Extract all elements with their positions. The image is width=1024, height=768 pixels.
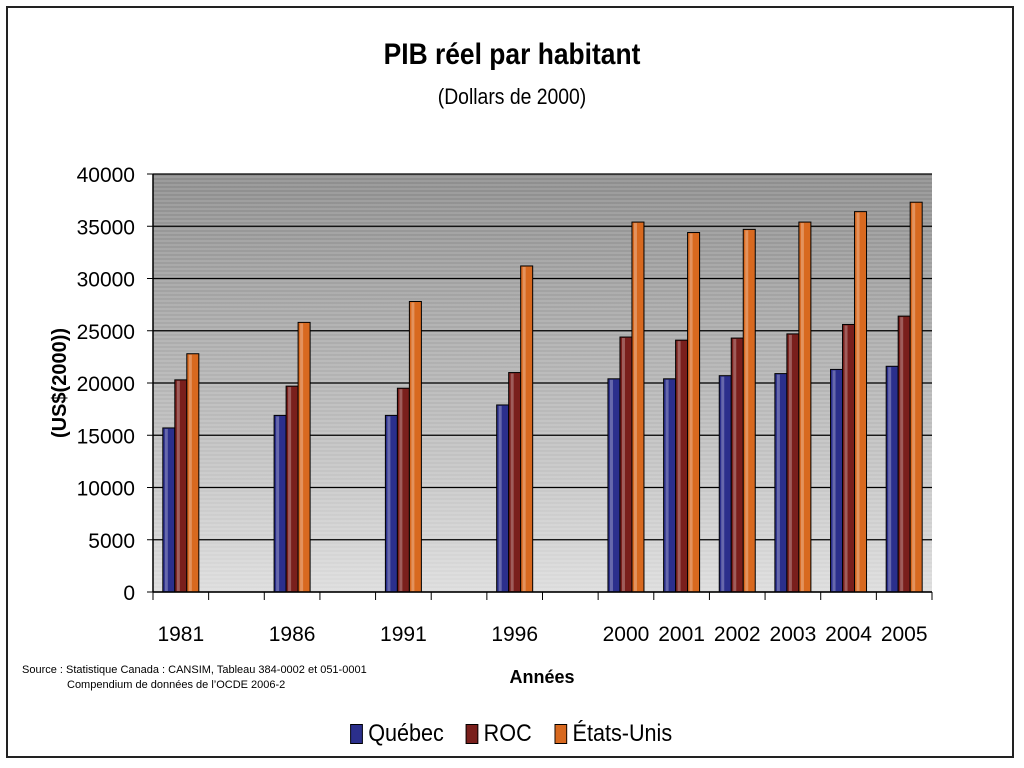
chart-subtitle: (Dollars de 2000) (437, 84, 587, 109)
x-tick-label: 2004 (825, 623, 872, 646)
source-line-1: Source : Statistique Canada : CANSIM, Ta… (22, 664, 367, 676)
bar (718, 375, 732, 593)
y-tick-label: 40000 (77, 164, 135, 187)
bar (798, 221, 812, 593)
legend: Québec ROC États-Unis (0, 720, 1024, 751)
y-tick-label: 15000 (77, 425, 135, 448)
bar (854, 211, 868, 593)
bar (786, 333, 800, 593)
legend-swatch-etats-unis (554, 724, 568, 744)
x-axis-label: Années (509, 667, 574, 687)
bar (897, 315, 911, 593)
bar (396, 387, 410, 593)
bar (619, 336, 633, 593)
legend-item-roc: ROC (465, 720, 532, 748)
x-tick-label: 2005 (881, 623, 928, 646)
y-axis-label: (US$(2000)) (49, 328, 71, 438)
y-tick-label: 0 (123, 582, 135, 605)
y-tick-label: 30000 (77, 269, 135, 292)
bar (742, 228, 756, 593)
source-line-2: Compendium de données de l’OCDE 2006-2 (67, 679, 286, 691)
legend-swatch-quebec (350, 724, 364, 744)
bar (830, 368, 844, 593)
source-note: Source : Statistique Canada : CANSIM, Ta… (22, 663, 367, 693)
bar (186, 353, 200, 593)
legend-label-quebec: Québec (368, 720, 445, 747)
x-tick-label: 1981 (157, 623, 204, 646)
legend-label-roc: ROC (483, 720, 532, 747)
bar (675, 339, 689, 593)
legend-item-etats-unis: États-Unis (554, 720, 673, 748)
y-tick-label: 10000 (77, 478, 135, 501)
y-tick-label: 20000 (77, 373, 135, 396)
x-tick-label: 2003 (770, 623, 817, 646)
bar (774, 373, 788, 593)
bar (496, 404, 510, 593)
bar (285, 385, 299, 593)
bar (174, 379, 188, 593)
bar (408, 300, 422, 593)
bar (607, 378, 621, 593)
chart-title: PIB réel par habitant (383, 38, 641, 71)
y-tick-label: 5000 (88, 530, 135, 553)
bar (730, 337, 744, 593)
x-tick-label: 2001 (658, 623, 705, 646)
y-tick-label: 25000 (77, 321, 135, 344)
legend-label-etats-unis: États-Unis (572, 720, 673, 747)
bar (631, 221, 645, 593)
x-tick-label: 1991 (380, 623, 427, 646)
bar (687, 232, 701, 593)
bar (520, 265, 534, 593)
bar (885, 365, 899, 593)
bar (162, 427, 176, 593)
bar (384, 414, 398, 593)
bar (273, 414, 287, 593)
legend-item-quebec: Québec (350, 720, 444, 748)
bar (297, 321, 311, 593)
bar (663, 378, 677, 593)
x-tick-label: 2000 (603, 623, 650, 646)
bar (508, 372, 522, 593)
x-tick-label: 2002 (714, 623, 761, 646)
x-tick-label: 1996 (491, 623, 538, 646)
bar (842, 323, 856, 593)
bar (909, 201, 923, 593)
legend-swatch-roc (465, 724, 479, 744)
y-tick-label: 35000 (77, 216, 135, 239)
x-tick-label: 1986 (269, 623, 316, 646)
